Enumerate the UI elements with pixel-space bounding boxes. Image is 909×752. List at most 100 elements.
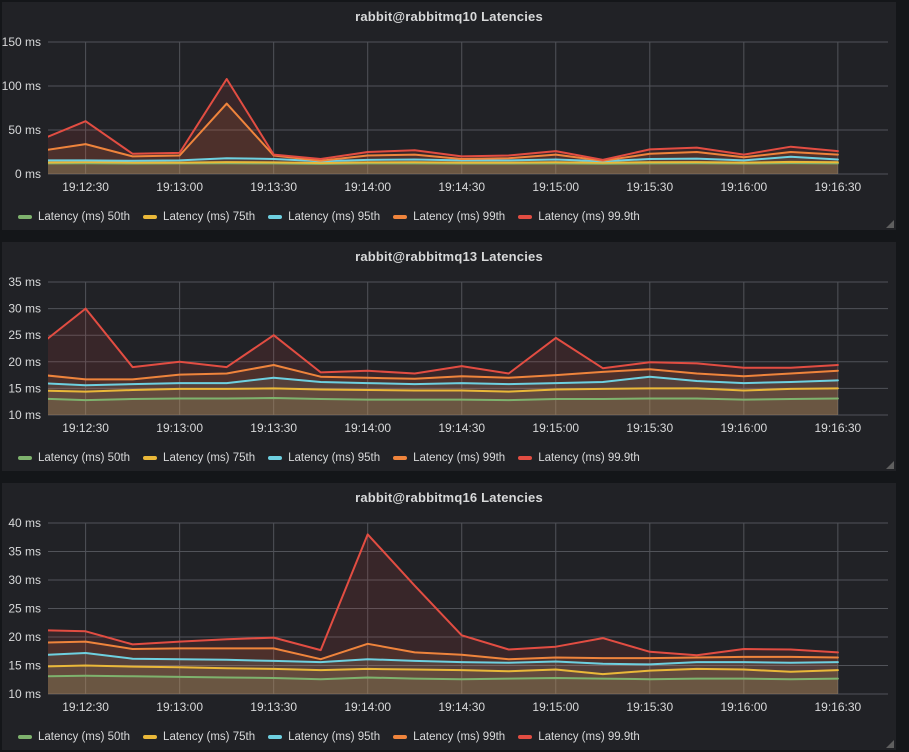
y-tick-label: 15 ms	[8, 381, 41, 395]
series-area-2	[48, 156, 838, 174]
x-tick-label: 19:13:30	[250, 421, 297, 435]
x-tick-label: 19:14:00	[344, 180, 391, 194]
x-tick-label: 19:13:00	[156, 421, 203, 435]
x-tick-label: 19:13:30	[250, 180, 297, 194]
panel-resize-handle-icon[interactable]	[886, 740, 894, 748]
panel-resize-handle-icon[interactable]	[886, 220, 894, 228]
x-tick-label: 19:15:00	[532, 180, 579, 194]
y-tick-label: 20 ms	[8, 355, 41, 369]
grid	[48, 522, 888, 695]
y-tick-label: 40 ms	[8, 516, 41, 530]
legend: Latency (ms) 50th Latency (ms) 75th Latenc…	[2, 204, 896, 230]
series-line-3	[48, 102, 839, 162]
legend-color-swatch	[143, 456, 158, 460]
legend-color-swatch	[393, 456, 408, 460]
y-tick-label: 15 ms	[8, 659, 41, 673]
x-tick-label: 19:16:00	[720, 700, 767, 714]
legend-label: Latency (ms) 99th	[413, 211, 506, 223]
legend-item[interactable]: Latency (ms) 95th	[268, 451, 380, 465]
latency-chart-rabbitmq16[interactable]: 10 ms 15 ms 20 ms 25 ms 30 ms 35 ms 40 ms 19:12…	[2, 511, 896, 724]
panel-title[interactable]: rabbit@rabbitmq16 Latencies	[355, 489, 543, 505]
legend-item[interactable]: Latency (ms) 99.9th	[518, 730, 640, 744]
legend-color-swatch	[393, 215, 408, 219]
legend-label: Latency (ms) 50th	[38, 211, 131, 223]
legend-label: Latency (ms) 99.9th	[538, 211, 640, 223]
panel-title[interactable]: rabbit@rabbitmq13 Latencies	[355, 248, 543, 264]
y-tick-label: 10 ms	[8, 408, 41, 422]
legend-item[interactable]: Latency (ms) 75th	[143, 210, 255, 224]
legend-color-swatch	[143, 735, 158, 739]
x-tick-label: 19:16:00	[720, 421, 767, 435]
legend-color-swatch	[18, 215, 32, 219]
series-line-1	[48, 387, 839, 393]
legend-item[interactable]: Latency (ms) 50th	[18, 451, 130, 465]
series-line-3	[48, 364, 839, 381]
x-tick-label: 19:15:30	[626, 421, 673, 435]
legend-item[interactable]: Latency (ms) 99th	[393, 730, 505, 744]
panel-rabbitmq10-latencies: rabbit@rabbitmq10 Latencies 0 ms 50 ms 100…	[2, 2, 896, 230]
legend-item[interactable]: Latency (ms) 99th	[393, 210, 505, 224]
legend-item[interactable]: Latency (ms) 99th	[393, 451, 505, 465]
x-tick-label: 19:12:30	[62, 180, 109, 194]
legend-color-swatch	[18, 735, 32, 739]
legend-item[interactable]: Latency (ms) 95th	[268, 210, 380, 224]
legend-color-swatch	[393, 735, 408, 739]
x-tick-label: 19:13:00	[156, 700, 203, 714]
y-tick-label: 20 ms	[8, 630, 41, 644]
panel-title[interactable]: rabbit@rabbitmq10 Latencies	[355, 8, 543, 24]
y-tick-label: 30 ms	[8, 573, 41, 587]
y-tick-label: 10 ms	[8, 687, 41, 701]
series-line-2	[48, 652, 839, 666]
y-tick-label: 25 ms	[8, 328, 41, 342]
x-tick-label: 19:13:30	[250, 700, 297, 714]
legend: Latency (ms) 50th Latency (ms) 75th Latenc…	[2, 445, 896, 471]
legend-label: Latency (ms) 95th	[288, 452, 381, 464]
legend-color-swatch	[518, 735, 533, 739]
legend-color-swatch	[268, 215, 283, 219]
legend-item[interactable]: Latency (ms) 99.9th	[518, 451, 640, 465]
legend-item[interactable]: Latency (ms) 75th	[143, 730, 255, 744]
panel-resize-handle-icon[interactable]	[886, 461, 894, 469]
x-tick-label: 19:14:00	[344, 700, 391, 714]
x-tick-label: 19:14:00	[344, 421, 391, 435]
chart-area: 10 ms 15 ms 20 ms 25 ms 30 ms 35 ms 40 ms 19:12…	[2, 511, 896, 724]
x-tick-label: 19:16:00	[720, 180, 767, 194]
axis-labels: 10 ms 15 ms 20 ms 25 ms 30 ms 35 ms 40 ms 19:12…	[8, 516, 861, 714]
series-area-1	[48, 388, 838, 415]
latency-chart-rabbitmq13[interactable]: 10 ms 15 ms 20 ms 25 ms 30 ms 35 ms 19:12:30 19…	[2, 270, 896, 445]
y-tick-label: 50 ms	[8, 123, 41, 137]
series-area-1	[48, 161, 838, 174]
series-line-4	[48, 307, 839, 375]
legend-item[interactable]: Latency (ms) 50th	[18, 210, 130, 224]
series-line-1	[48, 160, 839, 164]
legend-color-swatch	[518, 456, 533, 460]
legend-label: Latency (ms) 50th	[38, 452, 131, 464]
legend-item[interactable]: Latency (ms) 99.9th	[518, 210, 640, 224]
x-tick-label: 19:15:00	[532, 421, 579, 435]
y-tick-label: 100 ms	[2, 79, 41, 93]
latency-chart-rabbitmq10[interactable]: 0 ms 50 ms 100 ms 150 ms 19:12:30 19:13:00 19:…	[2, 30, 896, 204]
x-tick-label: 19:16:30	[814, 180, 861, 194]
panel-rabbitmq16-latencies: rabbit@rabbitmq16 Latencies 10 ms 15 ms 20…	[2, 483, 896, 750]
series-line-3	[48, 640, 839, 661]
chart-area: 0 ms 50 ms 100 ms 150 ms 19:12:30 19:13:00 19:…	[2, 30, 896, 204]
series-line-1	[48, 664, 839, 676]
x-tick-label: 19:15:30	[626, 700, 673, 714]
legend-item[interactable]: Latency (ms) 50th	[18, 730, 130, 744]
y-tick-label: 150 ms	[2, 35, 41, 49]
series-area-0	[48, 675, 838, 694]
axis-labels: 0 ms 50 ms 100 ms 150 ms 19:12:30 19:13:00 19:…	[2, 35, 862, 194]
series-line-0	[48, 674, 839, 681]
legend-label: Latency (ms) 99th	[413, 731, 506, 743]
series-area-4	[48, 534, 838, 694]
legend-color-swatch	[268, 735, 283, 739]
legend-label: Latency (ms) 75th	[163, 731, 256, 743]
series-area-2	[48, 376, 838, 415]
legend-item[interactable]: Latency (ms) 95th	[268, 730, 380, 744]
series-line-4	[48, 78, 839, 161]
legend-color-swatch	[518, 215, 533, 219]
series-area-3	[48, 103, 838, 174]
legend-item[interactable]: Latency (ms) 75th	[143, 451, 255, 465]
x-tick-label: 19:12:30	[62, 700, 109, 714]
